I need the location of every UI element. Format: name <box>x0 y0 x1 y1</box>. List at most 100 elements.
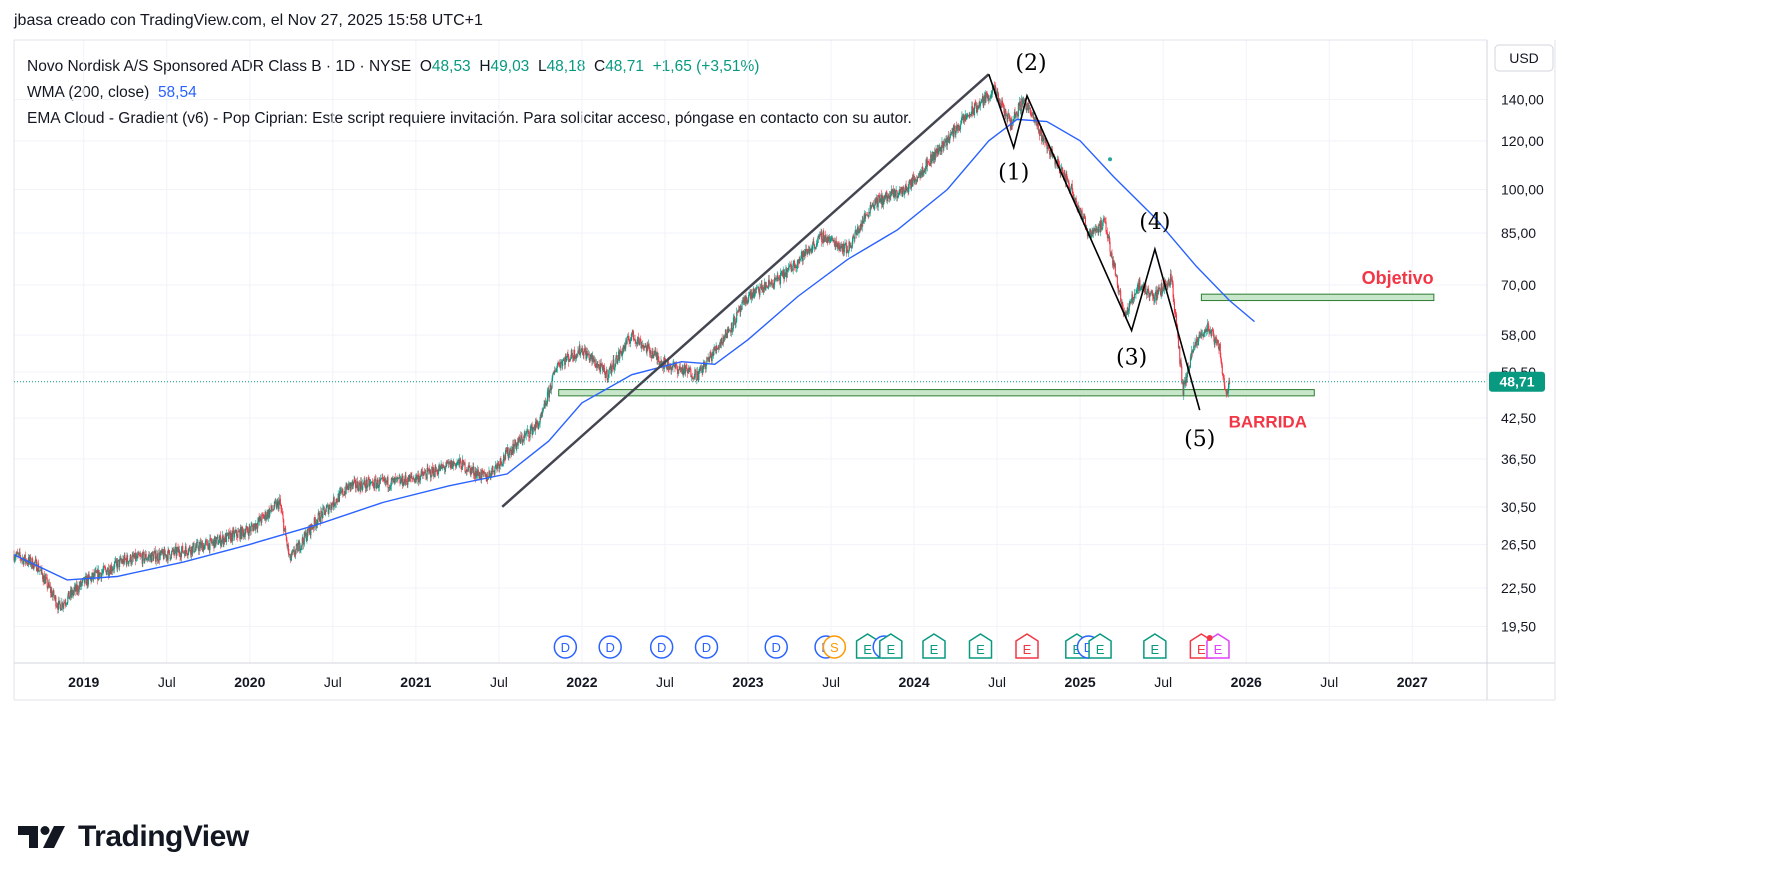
candle-body <box>833 240 835 246</box>
candle-body <box>562 359 564 362</box>
candle-body <box>567 353 569 357</box>
candle-body <box>1013 118 1015 120</box>
candle-body <box>314 517 316 522</box>
candle-body <box>408 475 410 482</box>
candle-body <box>1032 112 1034 114</box>
candle-body <box>186 550 188 555</box>
candle-body <box>974 103 976 105</box>
candle-body <box>308 530 310 534</box>
candle-body <box>275 502 277 503</box>
elliott-wave-path[interactable] <box>988 73 1201 411</box>
candle-body <box>390 478 392 486</box>
candle-body <box>1212 330 1214 333</box>
candle-body <box>1088 231 1090 236</box>
earnings-marker[interactable] <box>879 633 903 659</box>
candle-body <box>981 95 984 101</box>
candle-body <box>340 490 343 493</box>
candle-body <box>576 353 578 359</box>
currency-button[interactable] <box>1494 44 1554 72</box>
candle-body <box>822 231 824 243</box>
candle-body <box>976 105 978 113</box>
earnings-marker[interactable] <box>968 633 993 659</box>
candle-body <box>295 549 297 555</box>
tradingview-logo[interactable]: TradingView <box>18 820 249 854</box>
dividend-marker[interactable] <box>764 635 788 659</box>
symbol-legend-row[interactable]: Novo Nordisk A/S Sponsored ADR Class B ·… <box>27 54 912 80</box>
candle-body <box>88 574 90 577</box>
candle-body <box>831 237 833 239</box>
candle-body <box>297 543 299 552</box>
earnings-marker[interactable] <box>1206 633 1230 659</box>
candle-body <box>290 557 292 561</box>
candle-body <box>255 523 257 530</box>
candle-body <box>410 475 412 478</box>
candle-body <box>731 322 733 331</box>
candle-body <box>863 213 865 222</box>
candle-body <box>542 408 544 411</box>
candle-body <box>519 439 521 444</box>
candle-body <box>815 244 817 247</box>
candle-body <box>1013 111 1015 119</box>
candle-body <box>718 346 720 350</box>
candle-body <box>634 338 636 341</box>
candle-body <box>263 516 265 519</box>
dividend-marker[interactable] <box>694 635 719 659</box>
candle-body <box>182 545 184 553</box>
wma-legend-row[interactable]: WMA (200, close) 58,54 <box>27 80 912 106</box>
candle-body <box>259 516 261 522</box>
candle-body <box>485 473 487 477</box>
symbol-title[interactable]: Novo Nordisk A/S Sponsored ADR Class B ·… <box>27 58 412 75</box>
earnings-marker[interactable] <box>1015 633 1039 659</box>
candle-body <box>111 565 113 572</box>
candle-body <box>1191 350 1193 358</box>
wma-label[interactable]: WMA (200, close) <box>27 84 150 101</box>
dividend-marker[interactable] <box>598 635 622 659</box>
candle-body <box>591 354 593 362</box>
wma-200-line[interactable] <box>13 118 1255 581</box>
dividend-marker[interactable] <box>649 635 674 659</box>
candle-body <box>41 568 43 574</box>
dividend-marker[interactable] <box>553 635 578 659</box>
ema-cloud-label[interactable]: EMA Cloud - Gradient (v6) - Pop Ciprian:… <box>27 110 912 127</box>
candle-body <box>882 199 885 205</box>
candle-body <box>1092 230 1094 234</box>
candle-body <box>727 329 729 333</box>
candle-body <box>752 294 754 298</box>
candle-body <box>256 527 258 529</box>
candle-body <box>1066 174 1068 178</box>
candle-body <box>496 465 498 469</box>
y-tick-label: 26,50 <box>1501 536 1536 552</box>
candle-body <box>768 279 770 288</box>
candle-body <box>344 490 346 496</box>
candle-body <box>277 500 279 509</box>
candle-body <box>1028 107 1030 110</box>
candle-body <box>1122 301 1124 309</box>
objective-zone[interactable] <box>1200 293 1435 302</box>
candle-body <box>123 558 125 564</box>
candle-body <box>307 528 309 538</box>
candle-body <box>14 558 16 561</box>
candle-body <box>281 511 283 515</box>
candle-body <box>732 318 734 329</box>
candle-body <box>368 479 370 487</box>
candle-body <box>506 450 508 454</box>
trendline[interactable] <box>501 73 990 508</box>
candle-body <box>771 283 773 285</box>
earnings-marker[interactable] <box>1143 633 1167 659</box>
candle-body <box>663 361 665 369</box>
candle-body <box>1193 345 1195 347</box>
candle-body <box>47 582 50 587</box>
candle-body <box>467 470 469 472</box>
candle-body <box>1155 290 1157 293</box>
candle-body <box>347 485 349 491</box>
support-zone[interactable] <box>558 389 1315 397</box>
earnings-marker[interactable] <box>922 633 946 659</box>
split-marker[interactable] <box>822 635 847 659</box>
candle-body <box>340 490 342 492</box>
earnings-marker[interactable] <box>1088 633 1112 659</box>
candle-body <box>1008 113 1010 116</box>
candle-body <box>675 363 677 368</box>
ema-cloud-legend-row[interactable]: EMA Cloud - Gradient (v6) - Pop Ciprian:… <box>27 106 912 132</box>
last-price-tag[interactable] <box>1489 371 1545 392</box>
